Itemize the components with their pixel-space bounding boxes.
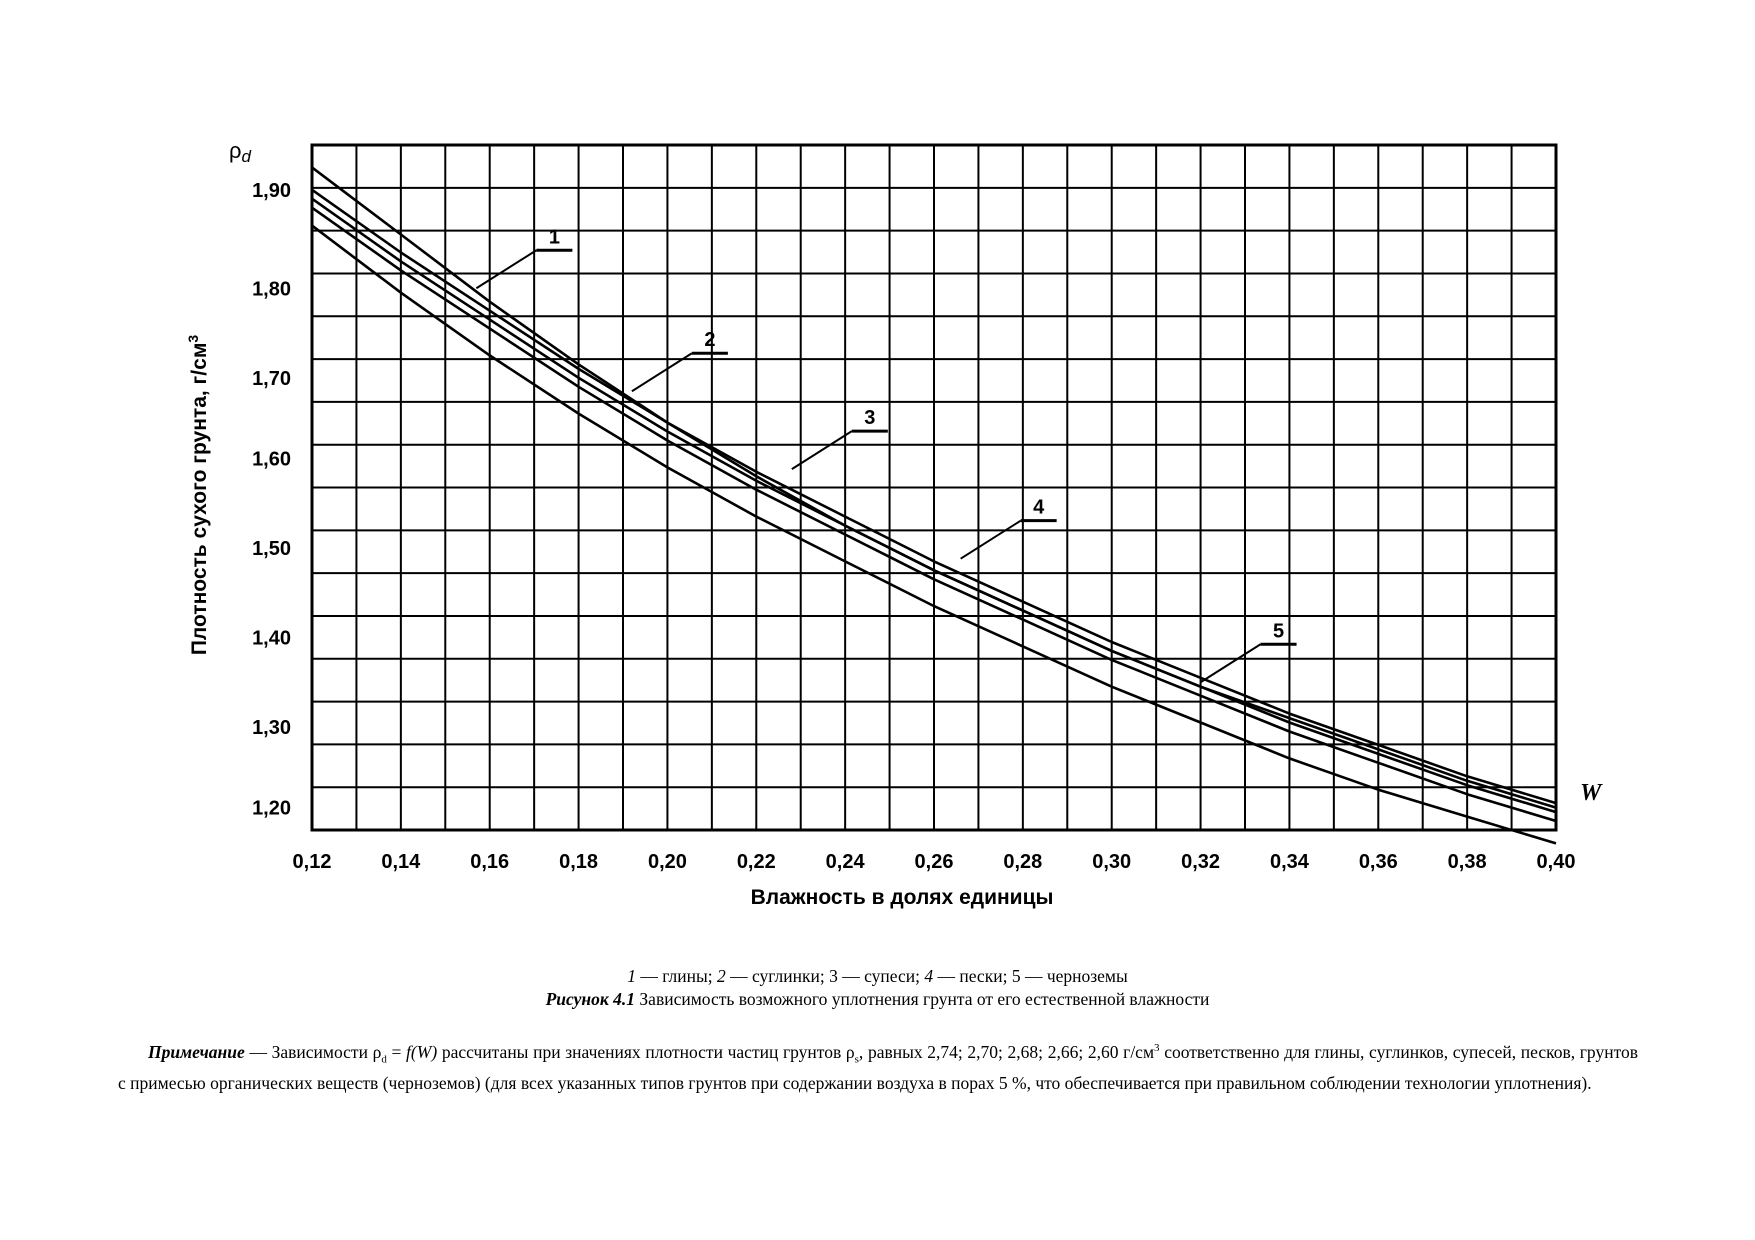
x-tick-label: 0,18 <box>559 851 598 873</box>
y-axis-symbol: ρd <box>229 138 252 166</box>
y-axis-label: Плотность сухого грунта, г/см3 <box>185 335 211 656</box>
curve-label-2: 2 <box>704 329 715 351</box>
legend-text-3: — супеси; <box>837 966 925 986</box>
note-formula: f(W) <box>406 1041 438 1062</box>
x-tick-label: 0,24 <box>826 851 866 873</box>
figure-legend: 1 — глины; 2 — суглинки; 3 — супеси; 4 —… <box>0 965 1755 987</box>
x-tick-label: 0,36 <box>1359 851 1398 873</box>
y-tick-label: 1,40 <box>252 627 291 649</box>
legend-num-3: 3 <box>829 966 838 986</box>
figure-title: Зависимость возможного уплотнения грунта… <box>635 989 1210 1009</box>
x-tick-label: 0,32 <box>1181 851 1220 873</box>
note-sub-s: s <box>854 1053 859 1066</box>
curve-5 <box>311 224 1557 845</box>
note-text-5: соответственно для глины, суглинков, суп… <box>118 1041 1638 1094</box>
figure-label: Рисунок 4.1 <box>545 989 636 1009</box>
note-paragraph: Примечание — Зависимости ρd = f(W) рассч… <box>118 1036 1638 1095</box>
y-tick-label: 1,60 <box>252 448 291 470</box>
note-label: Примечание <box>148 1041 245 1062</box>
x-tick-label: 0,12 <box>293 851 332 873</box>
legend-num-4: 4 <box>924 966 934 986</box>
x-tick-label: 0,38 <box>1448 851 1487 873</box>
y-tick-label: 1,20 <box>252 798 291 820</box>
y-tick-labels: 1,90 1,80 1,70 1,60 1,50 1,40 1,30 1,20 <box>252 180 291 820</box>
figure-caption: Рисунок 4.1 Зависимость возможного уплот… <box>0 988 1755 1010</box>
chart-grid <box>310 143 1558 832</box>
note-sub-d: d <box>381 1053 387 1066</box>
leader-line-3 <box>791 430 853 470</box>
curve-label-leaders: 1 2 3 4 5 <box>475 226 1297 684</box>
curve-label-4: 4 <box>1033 497 1045 519</box>
legend-text-4: — пески; <box>933 966 1012 986</box>
leader-line-2 <box>631 352 693 393</box>
curve-label-1: 1 <box>549 226 560 248</box>
curve-label-3: 3 <box>864 407 875 429</box>
y-tick-label: 1,90 <box>252 180 291 202</box>
leader-line-1 <box>475 249 537 290</box>
legend-text-2: — суглинки; <box>725 966 830 986</box>
y-tick-label: 1,70 <box>252 368 291 390</box>
x-tick-label: 0,14 <box>381 851 421 873</box>
x-axis-label: Влажность в долях единицы <box>751 886 1054 909</box>
curve-3 <box>311 197 1557 814</box>
note-text-2: = <box>386 1041 407 1062</box>
x-tick-label: 0,16 <box>470 851 509 873</box>
legend-text-5: — черноземы <box>1020 966 1128 986</box>
leader-line-5 <box>1200 643 1262 684</box>
x-axis-symbol: W <box>1580 780 1603 806</box>
note-text-1: — Зависимости ρ <box>244 1041 382 1062</box>
legend-num-2: 2 <box>716 966 726 986</box>
x-tick-label: 0,34 <box>1270 851 1310 873</box>
legend-text-1: — глины; <box>635 966 717 986</box>
y-tick-label: 1,30 <box>252 717 291 739</box>
legend-num-5: 5 <box>1011 966 1021 986</box>
x-tick-labels: 0,12 0,14 0,16 0,18 0,20 0,22 0,24 0,26 0,28 0,30… <box>293 851 1576 873</box>
legend-num-1: 1 <box>627 966 636 986</box>
curve-4 <box>311 206 1557 823</box>
chart-curves <box>311 166 1557 845</box>
x-tick-label: 0,22 <box>737 851 776 873</box>
x-tick-label: 0,20 <box>648 851 687 873</box>
note-text-4: , равных 2,74; 2,70; 2,68; 2,66; 2,60 г/… <box>858 1041 1155 1062</box>
y-tick-label: 1,80 <box>252 278 291 300</box>
note-sup-3: 3 <box>1154 1042 1160 1054</box>
x-tick-label: 0,30 <box>1092 851 1131 873</box>
curve-label-5: 5 <box>1273 620 1284 642</box>
leader-line-4 <box>960 519 1022 560</box>
x-tick-label: 0,28 <box>1003 851 1042 873</box>
curve-2 <box>311 188 1557 805</box>
y-tick-label: 1,50 <box>252 538 291 560</box>
x-tick-label: 0,40 <box>1537 851 1576 873</box>
x-tick-label: 0,26 <box>915 851 954 873</box>
note-text-3: рассчитаны при значениях плотности части… <box>437 1041 855 1062</box>
